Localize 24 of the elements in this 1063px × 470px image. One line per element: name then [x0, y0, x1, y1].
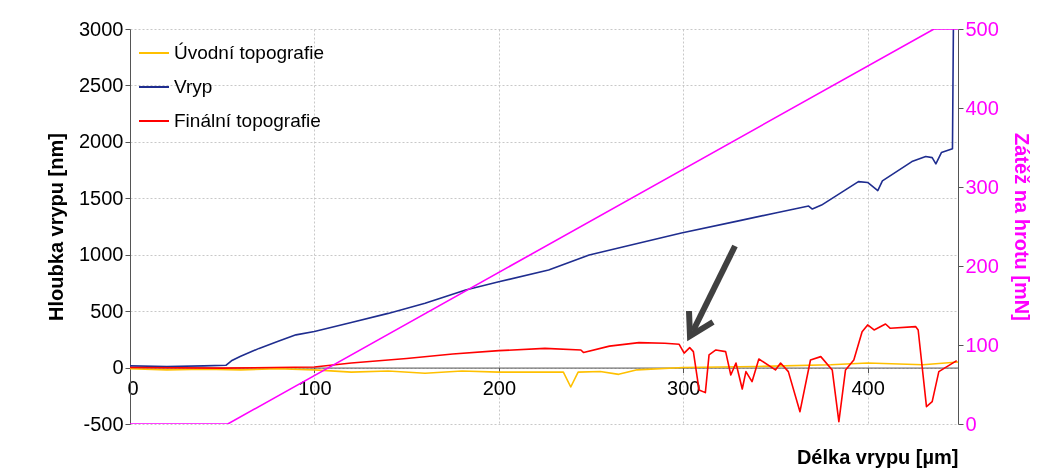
y-tick-label: 3000 — [79, 17, 124, 40]
y-tick-label: 1000 — [79, 243, 124, 266]
x-tick-label: 400 — [851, 377, 885, 400]
legend-label: Úvodní topografie — [174, 42, 324, 63]
y-tick-label: 0 — [112, 356, 124, 379]
y2-tick-label: 500 — [965, 17, 999, 40]
y-tick-label: -500 — [83, 412, 124, 435]
legend-label: Vryp — [174, 76, 213, 97]
y2-tick-label: 300 — [965, 175, 999, 198]
y2-tick-label: 200 — [965, 254, 999, 277]
y-tick-label: 2000 — [79, 130, 124, 153]
y-tick-label: 1500 — [79, 186, 124, 209]
legend-label: Finální topografie — [174, 110, 321, 131]
y2-tick-label: 400 — [965, 96, 999, 119]
y2-tick-label: 0 — [965, 412, 977, 435]
x-axis-title: Délka vrypu [µm] — [796, 446, 959, 469]
y2-axis-title: Zátěž na hrotu [mN] — [1010, 133, 1033, 321]
y-tick-label: 2500 — [79, 73, 124, 96]
x-tick-label: 200 — [482, 377, 517, 400]
y-tick-label: 500 — [90, 299, 124, 322]
y2-tick-label: 100 — [965, 333, 999, 356]
x-tick-label: 300 — [667, 377, 701, 400]
x-tick-label: 100 — [298, 377, 332, 400]
y-axis-title: Hloubka vrypu [nm] — [45, 133, 68, 321]
